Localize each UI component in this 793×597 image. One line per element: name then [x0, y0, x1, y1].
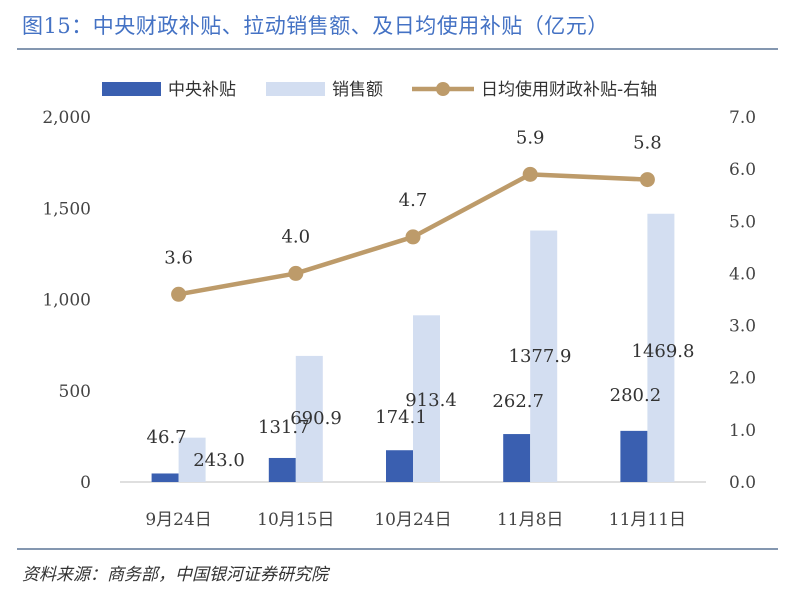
line-point [639, 172, 655, 188]
x-tick-label: 11月11日 [609, 510, 686, 530]
data-label-line: 4.0 [281, 226, 310, 247]
y-right-tick-label: 3.0 [729, 317, 756, 337]
bar-sales [178, 437, 206, 482]
line-point [171, 286, 187, 302]
data-label-sales: 1469.8 [632, 341, 695, 362]
data-label-sales: 690.9 [290, 408, 342, 429]
bar-subsidy [151, 473, 179, 482]
source-rule [17, 548, 778, 550]
y-left-tick-label: 1,500 [42, 199, 91, 219]
y-left-tick-label: 0 [80, 473, 91, 493]
legend-swatch-sales [266, 82, 325, 96]
data-label-subsidy: 46.7 [147, 427, 187, 448]
source-note: 资料来源：商务部，中国银河证券研究院 [22, 565, 328, 585]
x-tick-label: 10月15日 [257, 510, 334, 530]
y-left-tick-label: 2,000 [42, 108, 91, 128]
data-label-sales: 243.0 [193, 450, 245, 471]
y-right-tick-label: 5.0 [729, 212, 756, 232]
data-label-line: 3.6 [164, 247, 193, 268]
data-label-subsidy: 262.7 [492, 391, 544, 412]
data-label-line: 5.9 [516, 127, 545, 148]
line-series [171, 166, 655, 302]
legend-swatch-line-marker [436, 82, 450, 96]
bar-sales [295, 355, 323, 482]
data-label-subsidy: 131.7 [258, 417, 310, 438]
y-right-tick-label: 4.0 [729, 264, 756, 284]
bar-subsidy [620, 430, 648, 482]
x-tick-label: 9月24日 [145, 510, 211, 530]
x-tick-label: 10月24日 [374, 510, 451, 530]
bar-subsidy [386, 450, 413, 482]
bar-subsidy [503, 434, 531, 482]
legend-label-subsidy: 中央补贴 [168, 80, 236, 100]
bar-sales [530, 230, 558, 482]
bar-subsidy [268, 457, 296, 482]
y-left-tick-label: 500 [59, 382, 91, 402]
bar-sales [413, 315, 440, 482]
y-right-tick-label: 0.0 [729, 473, 756, 493]
line-point [405, 229, 421, 245]
y-left-tick-label: 1,000 [42, 291, 91, 311]
legend-label-line: 日均使用财政补贴-右轴 [481, 79, 657, 100]
y-right-tick-label: 1.0 [729, 421, 756, 441]
legend-label-sales: 销售额 [332, 80, 383, 100]
bar-sales [647, 213, 675, 482]
legend-swatch-subsidy [102, 82, 161, 96]
chart-title: 图15：中央财政补贴、拉动销售额、及日均使用补贴（亿元） [22, 14, 609, 38]
legend: 中央补贴 销售额 日均使用财政补贴-右轴 [102, 79, 657, 100]
x-tick-label: 11月8日 [497, 510, 563, 530]
y-right-tick-label: 2.0 [729, 369, 756, 389]
data-label-subsidy: 174.1 [375, 407, 427, 428]
y-right-tick-label: 6.0 [729, 160, 756, 180]
line-point [288, 265, 304, 281]
title-rule [17, 48, 778, 50]
y-right-tick-label: 7.0 [729, 108, 756, 128]
data-label-line: 5.8 [633, 133, 662, 154]
data-label-subsidy: 280.2 [610, 385, 662, 406]
data-label-line: 4.7 [399, 190, 428, 211]
data-label-sales: 913.4 [405, 390, 457, 411]
axes: 0 500 1,000 1,500 2,000 0.0 1.0 2.0 3.0 4.0 5.0 6.0… [42, 108, 756, 530]
data-label-sales: 1377.9 [509, 346, 572, 367]
bars [151, 213, 675, 482]
line-point [522, 166, 538, 182]
